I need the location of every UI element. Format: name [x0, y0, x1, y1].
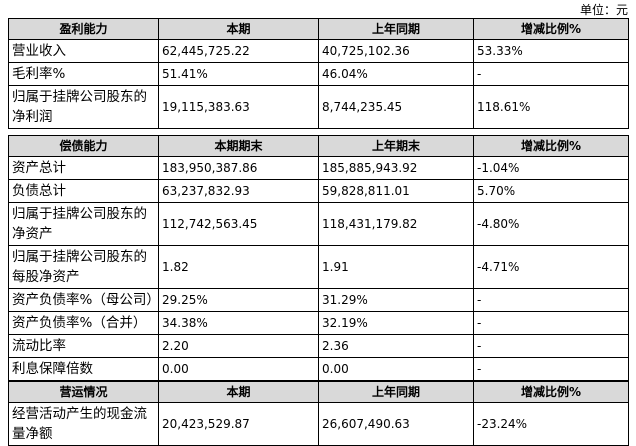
- cell: 59,828,811.01: [318, 179, 474, 203]
- header-cell: 增减比例%: [473, 18, 629, 40]
- cell: -: [473, 62, 629, 86]
- row-label: 归属于挂牌公司股东的每股净资产: [8, 245, 159, 289]
- cell: 5.70%: [473, 179, 629, 203]
- header-cell: 上年同期: [318, 18, 474, 40]
- table-row: 资产总计 183,950,387.86 185,885,943.92 -1.04%: [8, 156, 629, 180]
- cell: -23.24%: [473, 402, 629, 446]
- header-cell: 上年同期: [318, 381, 474, 403]
- cell: 26,607,490.63: [318, 402, 474, 446]
- page: 单位：元 盈利能力 本期 上年同期 增减比例% 营业收入 62,445,725.22 40,…: [8, 3, 629, 446]
- cell: -: [473, 311, 629, 335]
- header-cell: 本期: [158, 18, 319, 40]
- cell: 118.61%: [473, 85, 629, 129]
- cell: 1.82: [158, 245, 319, 289]
- data-table: 偿债能力 本期期末 上年期末 增减比例% 资产总计 183,950,387.86 185,8…: [8, 135, 629, 381]
- row-label: 流动比率: [8, 334, 159, 358]
- cell: -1.04%: [473, 156, 629, 180]
- header-cell: 偿债能力: [8, 135, 159, 157]
- cell: 0.00: [318, 357, 474, 381]
- data-table: 盈利能力 本期 上年同期 增减比例% 营业收入 62,445,725.22 40,725,1…: [8, 18, 629, 129]
- unit-label: 单位：元: [579, 3, 628, 17]
- cell: -: [473, 357, 629, 381]
- row-label: 负债总计: [8, 179, 159, 203]
- row-label: 营业收入: [8, 39, 159, 63]
- cell: 118,431,179.82: [318, 202, 474, 246]
- row-label: 毛利率%: [8, 62, 159, 86]
- header-cell: 营运情况: [8, 381, 159, 403]
- header-row: 盈利能力 本期 上年同期 增减比例%: [8, 18, 629, 40]
- cell: 29.25%: [158, 288, 319, 312]
- data-table: 营运情况 本期 上年同期 增减比例% 经营活动产生的现金流量净额 20,423,529.8…: [8, 381, 629, 446]
- header-row: 营运情况 本期 上年同期 增减比例%: [8, 381, 629, 403]
- header-cell: 增减比例%: [473, 381, 629, 403]
- cell: 63,237,832.93: [158, 179, 319, 203]
- cell: 19,115,383.63: [158, 85, 319, 129]
- cell: 8,744,235.45: [318, 85, 474, 129]
- header-cell: 本期: [158, 381, 319, 403]
- cell: 51.41%: [158, 62, 319, 86]
- row-label: 归属于挂牌公司股东的净资产: [8, 202, 159, 246]
- row-label: 资产总计: [8, 156, 159, 180]
- table-row: 资产负债率%（母公司） 29.25% 31.29% -: [8, 288, 629, 312]
- cell: 1.91: [318, 245, 474, 289]
- table-row: 资产负债率%（合并） 34.38% 32.19% -: [8, 311, 629, 335]
- row-label: 资产负债率%（母公司）: [8, 288, 160, 312]
- cell: -: [473, 334, 629, 358]
- cell: 183,950,387.86: [158, 156, 319, 180]
- row-label: 归属于挂牌公司股东的净利润: [8, 85, 159, 129]
- header-cell: 本期期末: [158, 135, 319, 157]
- table-row: 营业收入 62,445,725.22 40,725,102.36 53.33%: [8, 39, 629, 63]
- cell: -: [473, 288, 629, 312]
- cell: 34.38%: [158, 311, 319, 335]
- header-row: 偿债能力 本期期末 上年期末 增减比例%: [8, 135, 629, 157]
- cell: 112,742,563.45: [158, 202, 319, 246]
- table-row: 归属于挂牌公司股东的净利润 19,115,383.63 8,744,235.45 11…: [8, 85, 629, 129]
- table-row: 流动比率 2.20 2.36-: [8, 334, 629, 358]
- cell: 2.36: [318, 334, 474, 358]
- cell: 32.19%: [318, 311, 474, 335]
- table-row: 归属于挂牌公司股东的净资产 112,742,563.45 118,431,179.8…: [8, 202, 629, 246]
- cell: 62,445,725.22: [158, 39, 319, 63]
- cell: 40,725,102.36: [318, 39, 474, 63]
- cell: 20,423,529.87: [158, 402, 319, 446]
- cell: 46.04%: [318, 62, 474, 86]
- table-row: 毛利率% 51.41% 46.04% -: [8, 62, 629, 86]
- cell: 0.00: [158, 357, 319, 381]
- header-cell: 上年期末: [318, 135, 474, 157]
- table-row: 经营活动产生的现金流量净额 20,423,529.87 26,607,490.63-…: [8, 402, 629, 446]
- cell: 53.33%: [473, 39, 629, 63]
- row-label: 利息保障倍数: [8, 357, 159, 381]
- cell: -4.80%: [473, 202, 629, 246]
- cell: 2.20: [158, 334, 319, 358]
- tables: 盈利能力 本期 上年同期 增减比例% 营业收入 62,445,725.22 40,725,1…: [8, 18, 629, 446]
- cell: 31.29%: [318, 288, 474, 312]
- table-row: 利息保障倍数 0.00 0.00-: [8, 357, 629, 381]
- header-cell: 盈利能力: [8, 18, 159, 40]
- cell: -4.71%: [473, 245, 629, 289]
- table-row: 归属于挂牌公司股东的每股净资产 1.82 1.91 -4.71%: [8, 245, 629, 289]
- row-label: 资产负债率%（合并）: [8, 311, 159, 335]
- header-cell: 增减比例%: [473, 135, 629, 157]
- table-row: 负债总计 63,237,832.93 59,828,811.01 5.70%: [8, 179, 629, 203]
- cell: 185,885,943.92: [318, 156, 474, 180]
- row-label: 经营活动产生的现金流量净额: [8, 402, 159, 446]
